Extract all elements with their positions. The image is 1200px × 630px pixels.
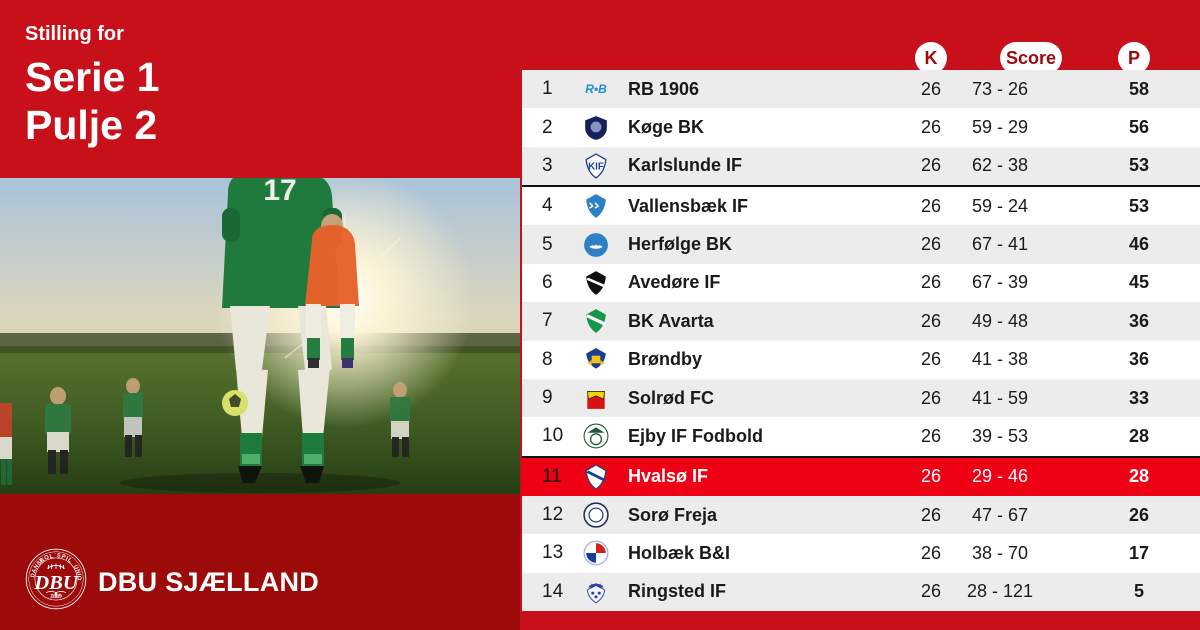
svg-text:DBU: DBU	[33, 572, 78, 594]
svg-text:R•B: R•B	[585, 82, 607, 96]
svg-text:17: 17	[263, 178, 296, 207]
svg-text:KIF: KIF	[588, 161, 604, 172]
